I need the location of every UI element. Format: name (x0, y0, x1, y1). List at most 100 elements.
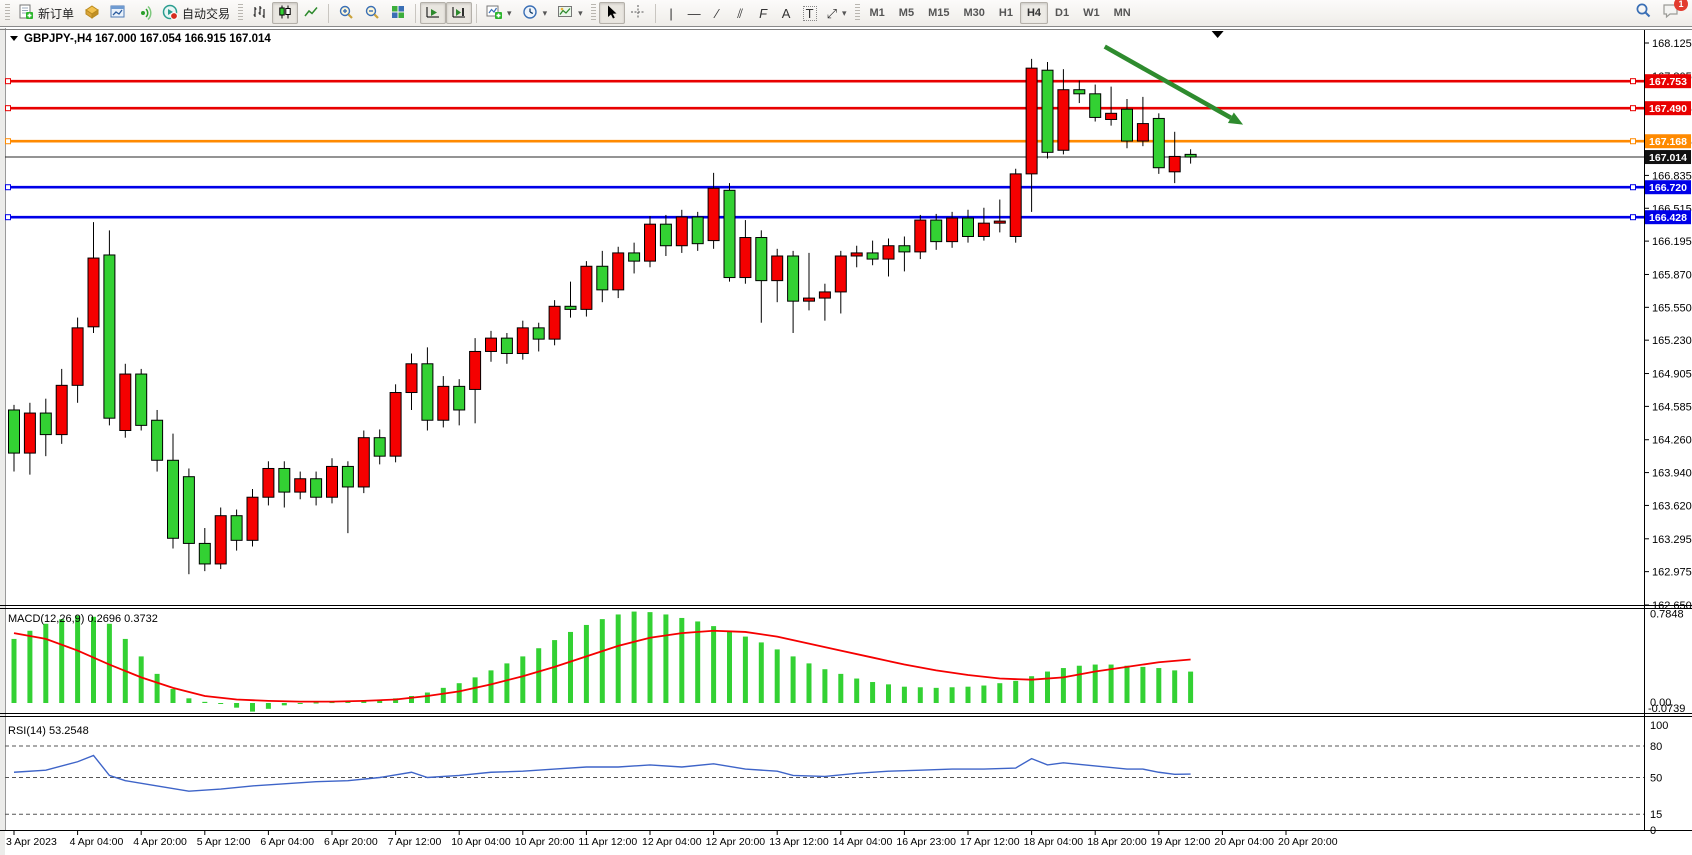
timeframe-h4-button[interactable]: H4 (1019, 2, 1049, 24)
macd-histogram-bar (790, 656, 796, 703)
package-button[interactable] (79, 2, 105, 24)
macd-histogram-bar (329, 702, 335, 704)
bear-candle-body (628, 252, 641, 262)
line-handle[interactable] (1630, 138, 1636, 145)
macd-histogram-bar (647, 612, 653, 703)
caret-down-icon[interactable]: ▾ (841, 7, 847, 18)
bear-candle-body (659, 223, 672, 247)
search-icon[interactable] (1635, 2, 1652, 24)
toolbar-grip[interactable] (238, 4, 244, 22)
line-handle[interactable] (5, 214, 11, 221)
rsi-axis-label: 15 (1650, 809, 1662, 821)
price-tick-label: 163.620 (1652, 500, 1692, 512)
macd-axis-min: -0.0739 (1648, 703, 1685, 715)
crosshair-icon (630, 4, 646, 23)
bear-candle-body (596, 265, 609, 291)
price-tick-label: 168.125 (1652, 38, 1692, 50)
cursor-button[interactable] (598, 2, 625, 24)
text-label-tool-button[interactable]: T (798, 2, 822, 24)
line-handle[interactable] (5, 184, 11, 191)
toolbar-separator (415, 3, 417, 23)
line-handle[interactable] (5, 105, 11, 112)
macd-histogram-bar (377, 700, 383, 703)
timeframe-h1-button[interactable]: H1 (998, 7, 1013, 19)
timeframe-d1-button[interactable]: D1 (1055, 7, 1070, 19)
price-line-label: 167.753 (1649, 76, 1687, 88)
timeframe-m30-button[interactable]: M30 (963, 7, 985, 19)
time-tick-label: 4 Apr 20:00 (133, 836, 187, 848)
zoom-in-button[interactable] (333, 2, 359, 24)
trend-arrow-annotation[interactable] (1103, 44, 1244, 125)
price-tick-label: 166.195 (1652, 236, 1692, 248)
horizontal-line-tool-button[interactable]: — (683, 2, 706, 24)
auto-scroll-button[interactable] (420, 2, 447, 24)
templates-button[interactable]: ▾ (552, 2, 588, 24)
time-tick-label: 16 Apr 23:00 (896, 836, 956, 848)
bear-candle-body (310, 478, 323, 498)
fibonacci-tool-button[interactable]: F (752, 2, 775, 24)
crosshair-button[interactable] (625, 2, 651, 24)
macd-histogram-bar (472, 677, 478, 703)
trendline-tool-button[interactable]: ∕ (706, 2, 729, 24)
equidistant-channel-tool-button[interactable]: ⫽ (729, 2, 752, 24)
tile-windows-button[interactable] (385, 2, 411, 24)
macd-histogram-bar (1029, 676, 1035, 703)
caret-down-icon[interactable]: ▾ (578, 7, 583, 18)
line-handle[interactable] (1630, 105, 1636, 112)
line-chart-button[interactable] (298, 2, 324, 24)
time-tick-label: 14 Apr 04:00 (833, 836, 893, 848)
bull-candle-body (357, 437, 370, 488)
one-click-trading-toggle[interactable] (10, 36, 18, 41)
bear-candle-body (500, 337, 513, 355)
rsi-axis-label: 50 (1650, 773, 1662, 785)
time-tick-label: 4 Apr 04:00 (70, 836, 124, 848)
bar-chart-button[interactable] (246, 2, 272, 24)
indicators-button[interactable]: ▾ (481, 2, 517, 24)
timeframe-mn-button[interactable]: MN (1113, 7, 1131, 19)
macd-histogram-bar (536, 648, 542, 703)
line-handle[interactable] (5, 78, 11, 85)
arrows-tool-button[interactable]: ⤢ ▾ (822, 2, 852, 24)
line-handle[interactable] (1630, 184, 1636, 191)
bull-candle-body (1168, 155, 1181, 173)
time-axis[interactable]: 3 Apr 2023 4 Apr 04:00 4 Apr 20:00 5 Apr 12… (6, 831, 1338, 848)
text-tool-button[interactable]: A (775, 2, 798, 24)
bear-candle-body (167, 459, 179, 539)
new-chart-window-button[interactable] (105, 2, 131, 24)
horizontal-line-objects[interactable] (5, 78, 1644, 221)
bear-candle-body (278, 467, 291, 493)
chart-canvas[interactable]: 168.125167.805167.485167.165166.835166.5… (0, 28, 1692, 855)
time-tick-label: 19 Apr 12:00 (1151, 836, 1211, 848)
chart-shift-button[interactable] (446, 2, 473, 24)
vertical-line-tool-button[interactable]: | (660, 2, 683, 24)
macd-histogram-bar (297, 703, 303, 704)
toolbar-grip[interactable] (590, 4, 596, 22)
macd-histogram-bar (1108, 664, 1114, 703)
zoom-out-button[interactable] (359, 2, 385, 24)
bull-candle-body (1025, 67, 1038, 175)
candlestick-chart-button[interactable] (272, 2, 299, 24)
cursor-arrow-icon (604, 4, 620, 23)
bull-candle-body (469, 350, 482, 390)
timeframe-m1-button[interactable]: M1 (869, 7, 885, 19)
toolbar-grip[interactable] (854, 4, 860, 22)
caret-down-icon[interactable]: ▾ (542, 7, 548, 18)
macd-histogram-bar (11, 638, 17, 703)
signals-button[interactable] (131, 2, 157, 24)
periods-button[interactable]: ▾ (517, 2, 553, 24)
toolbar-grip[interactable] (5, 4, 10, 22)
auto-trading-button[interactable]: 自动交易 (157, 2, 235, 24)
line-handle[interactable] (1630, 214, 1636, 221)
timeframe-m5-button[interactable]: M5 (898, 7, 915, 19)
caret-down-icon[interactable]: ▾ (507, 7, 512, 18)
timeframe-m15-button[interactable]: M15 (928, 7, 950, 19)
macd-histogram-bar (281, 703, 287, 706)
chart-shift-marker[interactable] (1211, 31, 1224, 38)
bear-candle-body (135, 373, 148, 426)
new-order-button[interactable]: 新订单 (13, 2, 79, 24)
chart-window-icon (110, 4, 126, 23)
line-handle[interactable] (1630, 78, 1636, 85)
line-handle[interactable] (5, 138, 11, 145)
notifications-button[interactable]: 1 (1662, 0, 1688, 24)
timeframe-w1-button[interactable]: W1 (1083, 7, 1100, 19)
